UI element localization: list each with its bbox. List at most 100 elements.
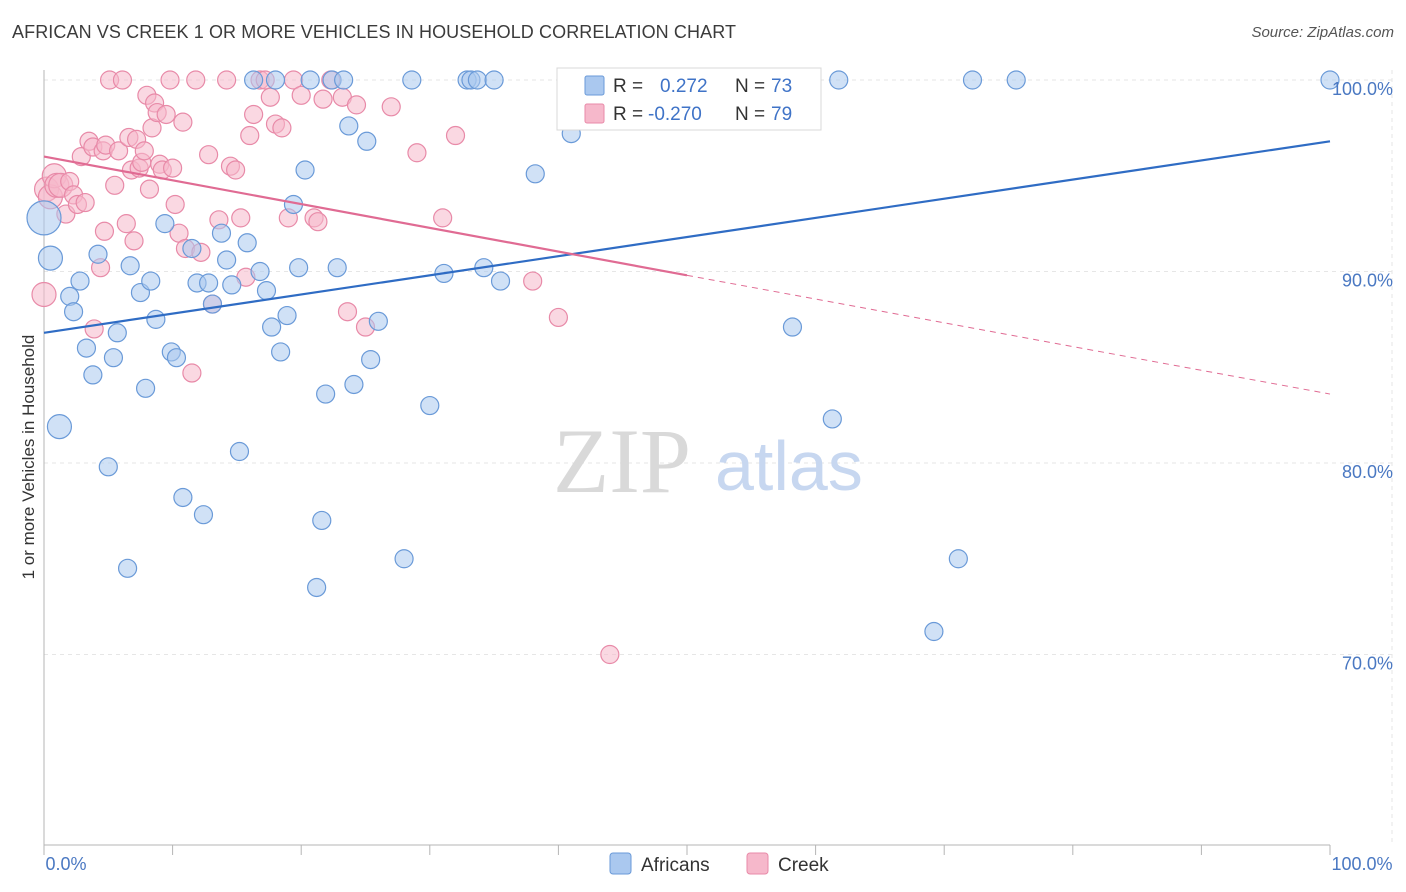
x-tick-label-min: 0.0% (45, 854, 86, 874)
africans-point (420, 395, 440, 416)
creek-point (272, 118, 292, 138)
legend-r-label-creek: R = (613, 104, 643, 125)
watermark-atlas: atlas (715, 427, 863, 505)
creek-point (600, 644, 620, 665)
creek-point (445, 125, 466, 146)
creek-point (313, 89, 333, 109)
africans-point (289, 258, 309, 278)
africans-point (26, 200, 62, 236)
africans-point (271, 342, 291, 362)
africans-point (394, 549, 414, 569)
correlation-legend: R = 0.272 N = 73 R = -0.270 N = 79 (556, 67, 822, 131)
africans-point (37, 245, 64, 271)
creek-point (160, 70, 180, 90)
creek-point (260, 87, 280, 107)
africans-point (229, 441, 250, 462)
africans-point (1320, 70, 1340, 90)
africans-point (307, 577, 327, 598)
trend-lines (43, 140, 1331, 395)
chart-title: AFRICAN VS CREEK 1 OR MORE VEHICLES IN H… (12, 22, 737, 42)
creek-point (226, 160, 246, 180)
africans-point (193, 505, 214, 525)
africans-point (1006, 70, 1026, 90)
creek-point (231, 208, 251, 228)
africans-point (182, 238, 202, 259)
africans-point (250, 261, 270, 282)
creek-point (308, 212, 328, 232)
africans-point (98, 457, 118, 477)
africans-point (155, 214, 175, 234)
creek-point (548, 307, 569, 328)
africans-point (202, 294, 223, 314)
legend-r-label-africans: R = (613, 76, 643, 97)
africans-point (782, 317, 803, 337)
africans-point (237, 233, 257, 253)
creek-point (156, 104, 176, 125)
africans-point (222, 275, 242, 295)
creek-point (139, 179, 160, 199)
africans-point (199, 273, 219, 293)
creek-point (407, 143, 427, 163)
africans-point (76, 338, 97, 358)
creek-point (112, 70, 133, 90)
creek-point (433, 208, 453, 228)
legend-r-value-creek: -0.270 (648, 104, 702, 125)
africans-point (262, 317, 282, 337)
legend-n-label-africans: N = (735, 76, 765, 97)
legend-r-value-africans: 0.272 (660, 76, 708, 97)
africans-point (357, 131, 377, 151)
africans-point (83, 365, 103, 385)
creek-point (186, 70, 206, 90)
creek-point (240, 125, 260, 146)
africans-point (490, 271, 511, 291)
y-tick-label-0: 100.0% (1332, 79, 1393, 99)
creek-point (217, 70, 237, 90)
africans-point (103, 348, 124, 368)
africans-point (173, 487, 193, 508)
creek-point (244, 104, 264, 125)
y-tick-label-1: 90.0% (1342, 271, 1393, 291)
africans-point (361, 349, 381, 370)
creek-point (182, 363, 202, 383)
africans-trend-line (43, 140, 1331, 334)
legend-swatch-creek (584, 103, 605, 124)
legend-n-value-creek: 79 (771, 104, 792, 125)
africans-point (344, 374, 364, 395)
creek-point (291, 85, 311, 105)
africans-point (166, 348, 187, 368)
africans-point (924, 621, 944, 642)
creek-point (165, 194, 185, 215)
x-tick-label-max: 100.0% (1331, 854, 1392, 874)
africans-point (948, 549, 968, 569)
creek-point (108, 141, 129, 161)
africans-point (146, 309, 166, 329)
africans-point (327, 258, 347, 278)
africans-point (70, 271, 90, 291)
creek-points (31, 70, 620, 665)
creek-point (173, 112, 193, 132)
africans-point (135, 378, 156, 398)
africans-point (46, 414, 73, 440)
y-tick-labels: 100.0% 90.0% 80.0% 70.0% (1332, 79, 1393, 674)
legend-n-label-creek: N = (735, 104, 765, 125)
watermark-zip: ZIP (553, 410, 691, 512)
africans-point (334, 70, 354, 90)
creek-point (134, 141, 154, 161)
creek-point (381, 97, 401, 117)
africans-point (484, 70, 504, 90)
africans-point (962, 70, 983, 90)
africans-point (211, 223, 232, 243)
creek-point (116, 214, 136, 234)
bottom-legend-swatch-creek (746, 852, 769, 875)
africans-point (141, 271, 161, 291)
y-tick-label-2: 80.0% (1342, 462, 1393, 482)
africans-point (829, 70, 849, 90)
creek-point (94, 221, 115, 241)
africans-point (244, 70, 264, 90)
africans-point (88, 244, 108, 264)
creek-trend-line-extension (686, 274, 1331, 395)
creek-point (31, 281, 57, 308)
x-ticks (43, 845, 1331, 855)
y-axis-label: 1 or more Vehicles in Household (19, 335, 38, 580)
africans-point (120, 256, 140, 276)
